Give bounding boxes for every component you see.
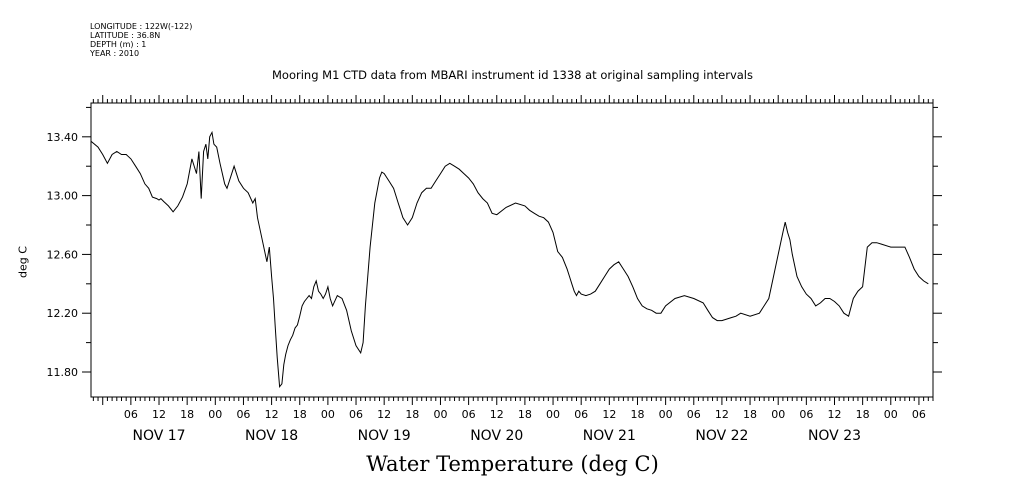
x-day-label: NOV 19 (358, 428, 411, 444)
x-hour-label: 00 (321, 408, 335, 421)
y-tick-label: 13.00 (47, 190, 79, 203)
x-hour-label: 06 (574, 408, 588, 421)
x-hour-label: 18 (743, 408, 757, 421)
x-day-label: NOV 23 (808, 428, 861, 444)
x-hour-label: 12 (602, 408, 616, 421)
x-hour-label: 06 (349, 408, 363, 421)
longitude-text: LONGITUDE : 122W(-122) (90, 22, 193, 31)
x-hour-label: 00 (208, 408, 222, 421)
x-hour-label: 12 (827, 408, 841, 421)
x-day-label: NOV 20 (470, 428, 523, 444)
y-axis-label: deg C (16, 246, 30, 278)
x-hour-label: 12 (715, 408, 729, 421)
x-hour-label: 18 (405, 408, 419, 421)
metadata-block: LONGITUDE : 122W(-122) LATITUDE : 36.8N … (90, 22, 192, 58)
x-hour-label: 18 (518, 408, 532, 421)
x-hour-label: 18 (630, 408, 644, 421)
x-hour-label: 12 (377, 408, 391, 421)
x-hour-label: 06 (912, 408, 926, 421)
y-tick-label: 13.40 (47, 131, 79, 144)
x-hour-label: 00 (546, 408, 560, 421)
x-axis: 06 12 18 00 06 12 18 00 06 12 18 00 06 12 18 00 06 12 18 00… (92, 95, 934, 444)
x-hour-label: 06 (462, 408, 476, 421)
x-hour-label: 06 (124, 408, 138, 421)
x-hour-label: 00 (433, 408, 447, 421)
x-hour-label: 12 (490, 408, 504, 421)
x-hour-label: 18 (293, 408, 307, 421)
y-tick-label: 12.60 (47, 248, 79, 261)
chart-title: Mooring M1 CTD data from MBARI instrumen… (272, 68, 753, 82)
y-tick-label: 12.20 (47, 307, 79, 320)
x-hour-label: 06 (687, 408, 701, 421)
x-hour-label: 12 (152, 408, 166, 421)
x-day-label: NOV 17 (132, 428, 185, 444)
x-axis-title: Water Temperature (deg C) (366, 452, 659, 476)
x-hour-label: 12 (265, 408, 279, 421)
y-axis: 11.80 12.20 12.60 13.00 13.40 (47, 106, 942, 379)
depth-text: DEPTH (m) : 1 (90, 40, 147, 49)
year-text: YEAR : 2010 (90, 49, 140, 58)
x-day-label: NOV 18 (245, 428, 298, 444)
latitude-text: LATITUDE : 36.8N (90, 31, 161, 40)
x-day-label: NOV 21 (583, 428, 636, 444)
x-hour-label: 00 (659, 408, 673, 421)
x-day-label: NOV 22 (695, 428, 748, 444)
x-hour-label: 18 (180, 408, 194, 421)
x-hour-label: 06 (799, 408, 813, 421)
x-hour-label: 18 (856, 408, 870, 421)
x-hour-label: 06 (236, 408, 250, 421)
x-hour-label: 00 (771, 408, 785, 421)
x-hour-label: 00 (884, 408, 898, 421)
temperature-series-line (90, 130, 929, 389)
y-tick-label: 11.80 (47, 366, 79, 379)
plot-frame (90, 102, 934, 398)
